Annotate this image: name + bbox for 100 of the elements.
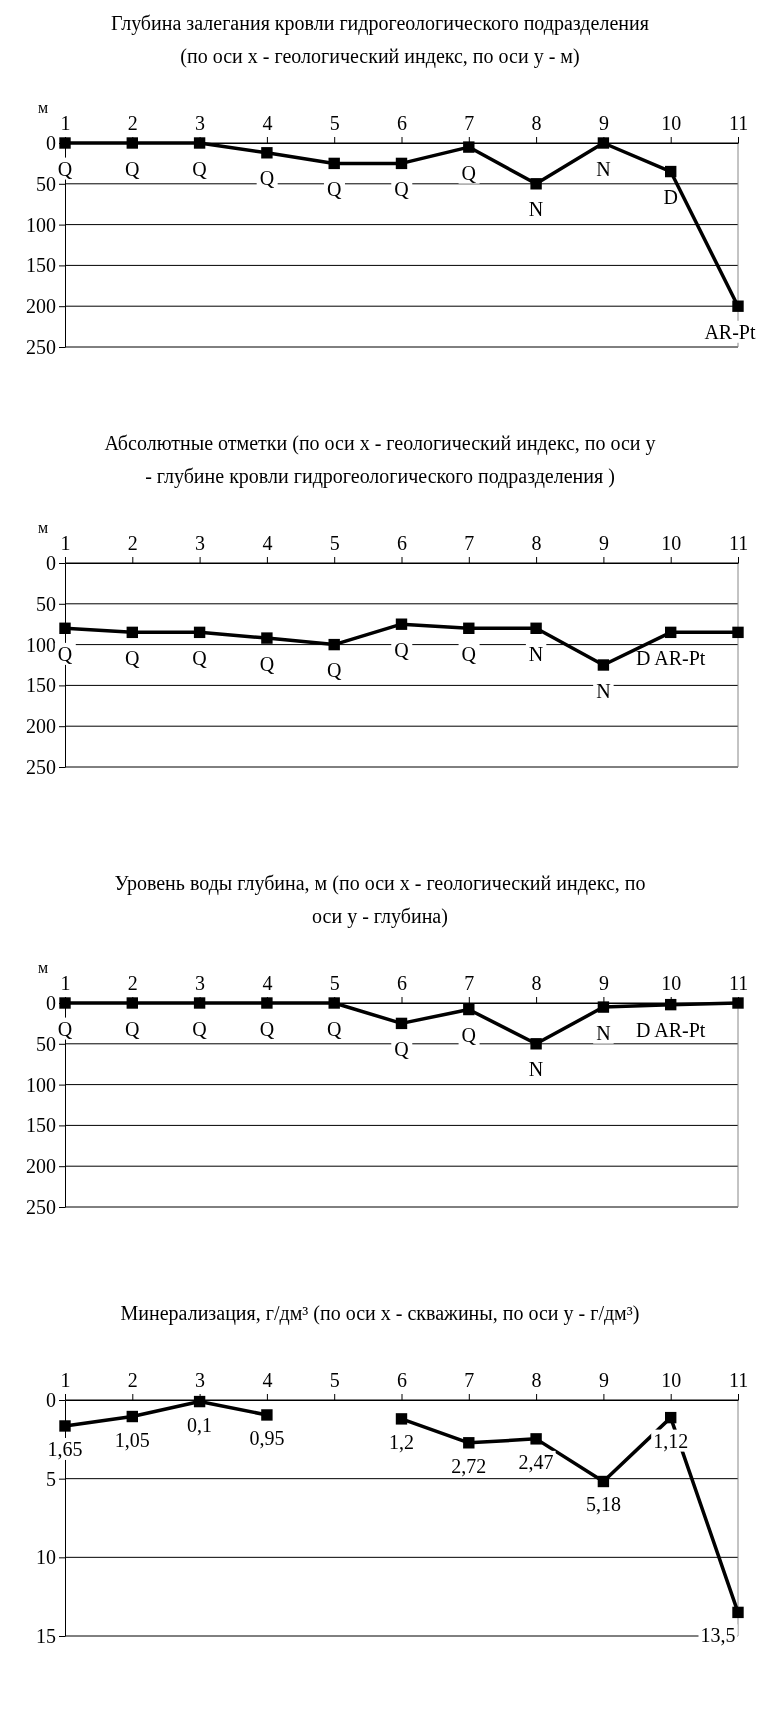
point [193,137,206,149]
x-tick-label: 3 [195,112,206,134]
x-tick-label: 6 [397,112,407,134]
data-label: 1,2 [389,1430,414,1453]
x-tick-label: 2 [127,112,138,134]
annotation: Q [192,157,208,180]
point [126,137,138,149]
annotation: Q [192,646,208,669]
point [126,997,138,1009]
point [126,1410,138,1423]
x-tick-label: 10 [661,1369,682,1391]
y-axis-title: м [37,959,49,976]
x-tick-label: 8 [531,972,542,994]
x-tick-label: 7 [464,1369,475,1391]
x-tick-label: 1 [60,972,71,994]
annotation: Q [461,642,477,665]
point [261,147,273,159]
x-tick-label: 3 [195,1369,206,1391]
data-label: 13,5 [700,1624,736,1647]
annotation: D AR-Pt [635,646,706,669]
y-tick-label: 50 [36,1032,56,1055]
x-tick-label: 9 [598,972,609,994]
annotation: Q [461,161,477,184]
y-tick-label: 250 [26,1195,56,1218]
x-tick-label: 9 [598,112,609,134]
chart-title: Абсолютные отметки (по оси x - геологический индекс, по оси y - глубине кровли гидрогеологического подразделения ) [104,432,656,488]
data-label: 1,65 [47,1437,83,1460]
x-tick-label: 2 [127,972,138,994]
y-tick-label: 150 [26,1114,56,1137]
y-tick-label: 0 [46,991,56,1014]
x-tick-label: 5 [329,1369,340,1391]
x-tick-label: 4 [262,532,273,554]
x-tick-label: 4 [262,112,273,134]
y-tick-label: 100 [26,213,56,236]
annotation: Q [394,177,410,200]
x-tick-label: 2 [127,1369,138,1391]
point [59,137,71,149]
annotation: Q [192,1017,208,1040]
data-label: 0,1 [187,1413,213,1436]
annotation: Q [125,1017,141,1040]
point [732,300,744,312]
x-tick-label: 11 [728,1369,749,1391]
x-tick-label: 5 [329,972,340,994]
point [597,1001,610,1013]
point [59,622,71,634]
data-label: 5,18 [585,1493,621,1516]
annotation: D [663,186,678,209]
x-tick-label: 9 [598,1369,609,1391]
point [59,997,71,1009]
y-tick-label: 5 [46,1467,56,1490]
y-tick-label: 100 [26,1073,56,1096]
point [193,997,206,1009]
point [597,659,610,671]
annotation: Q [57,1017,73,1040]
x-tick-label: 11 [728,112,749,134]
y-axis-title: м [37,519,49,536]
y-tick-label: 100 [26,633,56,656]
annotation: Q [259,167,275,190]
x-tick-label: 1 [60,532,71,554]
point [530,1038,542,1050]
y-tick-label: 0 [46,131,56,154]
y-tick-label: 200 [26,1155,56,1178]
point [261,632,273,644]
point [328,638,340,651]
annotation: AR-Pt [704,320,756,343]
x-tick-label: 3 [195,532,206,554]
point [530,1433,542,1445]
point [463,1437,475,1449]
x-tick-label: 5 [329,112,340,134]
x-tick-label: 4 [262,972,273,994]
point [395,1017,408,1030]
y-tick-label: 150 [26,674,56,697]
annotation: Q [125,157,141,180]
x-tick-label: 7 [464,532,475,554]
point [395,1413,408,1425]
y-axis-title: м [37,99,49,116]
annotation: Q [326,659,342,682]
annotation: Q [394,1037,410,1060]
x-tick-label: 6 [397,972,407,994]
point [463,1003,475,1016]
annotation: Q [461,1024,477,1047]
point [732,997,744,1009]
x-tick-label: 9 [598,532,609,554]
point [59,1420,71,1432]
annotation: N [596,1021,611,1044]
point [530,178,542,190]
annotation: N [596,157,611,180]
y-tick-label: 200 [26,295,56,318]
point [597,1475,610,1488]
annotation: Q [259,1017,275,1040]
point [126,626,138,639]
point [193,1395,206,1408]
y-tick-label: 15 [36,1624,56,1647]
x-tick-label: 6 [397,532,407,554]
annotation: Q [259,652,275,675]
data-label: 1,05 [114,1428,150,1451]
annotation: Q [57,157,73,180]
x-tick-label: 4 [262,1369,273,1391]
point [732,1606,744,1619]
point [328,997,340,1009]
